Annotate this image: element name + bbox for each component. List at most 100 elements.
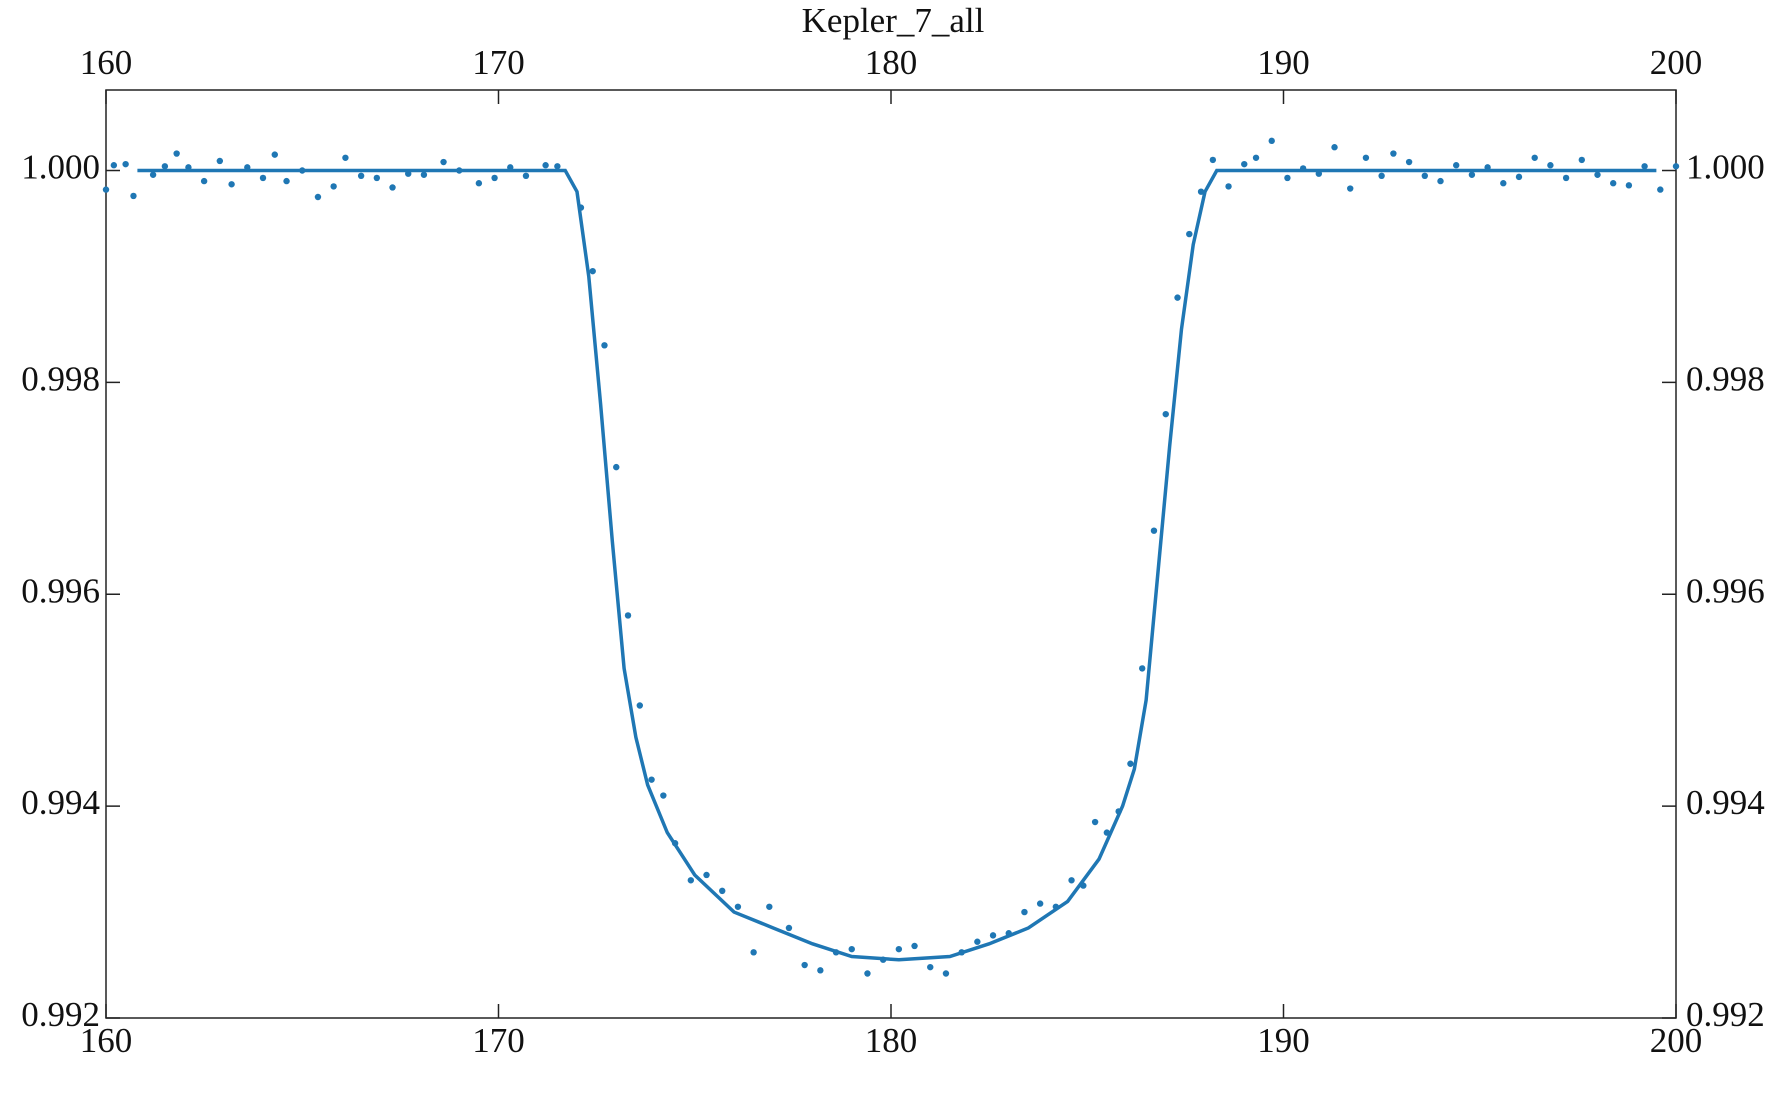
data-point: [703, 871, 710, 879]
data-point: [102, 186, 110, 193]
data-point: [1331, 144, 1338, 151]
data-point: [1468, 171, 1476, 178]
chart-title: Kepler_7_all: [802, 1, 985, 40]
data-point: [1127, 760, 1134, 767]
data-point: [1547, 162, 1554, 169]
data-point: [440, 158, 447, 166]
data-point: [636, 702, 643, 709]
data-point: [542, 162, 549, 169]
data-point: [200, 177, 208, 185]
data-point: [1625, 182, 1633, 189]
data-point: [1515, 173, 1523, 181]
y-tick-label: 0.992: [21, 995, 100, 1034]
data-point: [554, 163, 561, 170]
y-tick-label: 0.994: [21, 783, 100, 822]
data-point: [1405, 158, 1413, 166]
data-point: [1437, 177, 1444, 185]
data-point: [1453, 162, 1460, 169]
x-tick-label: 170: [472, 1021, 525, 1060]
data-point: [1390, 150, 1397, 157]
y-tick-label-right: 0.998: [1686, 359, 1765, 398]
x-tick-label-top: 190: [1257, 43, 1310, 82]
data-point: [1594, 171, 1601, 178]
data-point: [522, 172, 530, 180]
plot-frame: [105, 89, 1677, 1019]
data-point: [1197, 188, 1205, 195]
data-point: [974, 938, 981, 945]
data-point: [613, 463, 620, 471]
data-point: [1036, 900, 1044, 907]
data-point: [1021, 908, 1028, 916]
x-tick-label-top: 180: [865, 43, 918, 82]
data-point: [1610, 180, 1617, 187]
data-point: [314, 193, 322, 201]
data-point: [766, 903, 773, 910]
data-point: [942, 970, 950, 977]
data-point: [1641, 163, 1648, 170]
data-point: [848, 945, 855, 953]
y-tick-label-right: 0.992: [1686, 995, 1765, 1034]
data-point: [1068, 877, 1075, 884]
data-point: [1150, 527, 1158, 534]
x-tick-label-top: 160: [80, 43, 133, 82]
data-point: [750, 949, 757, 956]
data-point: [1362, 154, 1370, 161]
x-tick-label: 160: [80, 1021, 133, 1060]
model-line: [137, 168, 1657, 962]
data-point: [149, 171, 157, 178]
data-point: [1421, 172, 1429, 180]
data-point: [624, 612, 632, 619]
data-point: [271, 151, 278, 158]
data-point: [475, 180, 483, 187]
data-point: [1347, 185, 1354, 192]
data-point: [283, 177, 290, 185]
x-tick-label: 180: [865, 1021, 918, 1060]
data-point: [216, 157, 224, 165]
data-point: [1578, 156, 1586, 164]
data-point: [130, 192, 137, 200]
data-point: [1562, 174, 1570, 182]
data-point: [1252, 154, 1260, 161]
data-point: [173, 150, 180, 157]
data-point: [1531, 154, 1538, 161]
data-point: [1186, 230, 1193, 238]
data-point: [817, 967, 824, 974]
data-point: [927, 963, 934, 971]
data-point: [911, 942, 918, 950]
data-point: [420, 171, 428, 178]
data-point: [161, 163, 169, 170]
data-point: [1500, 180, 1507, 187]
data-point: [1091, 818, 1099, 826]
y-tick-label-right: 1.000: [1686, 148, 1765, 187]
data-point: [785, 924, 793, 932]
data-point: [1162, 410, 1169, 418]
data-point: [259, 174, 267, 182]
data-point: [648, 776, 655, 783]
data-point: [1139, 665, 1146, 672]
data-point: [589, 267, 596, 275]
y-tick-label: 0.996: [21, 571, 100, 610]
y-tick-label-right: 0.996: [1686, 571, 1765, 610]
data-point: [895, 945, 903, 953]
data-point: [1657, 186, 1664, 193]
y-tick-label: 1.000: [21, 148, 100, 187]
data-point: [1174, 294, 1181, 301]
data-point: [1241, 160, 1248, 168]
data-point: [719, 887, 726, 895]
data-point: [357, 172, 365, 180]
data-point: [1209, 156, 1217, 164]
data-point: [330, 183, 337, 190]
data-point: [801, 961, 808, 969]
data-point: [989, 932, 997, 939]
x-tick-label-top: 170: [472, 43, 525, 82]
data-point: [122, 160, 129, 168]
data-point: [1268, 137, 1275, 145]
data-point: [1225, 183, 1232, 190]
data-point: [687, 877, 695, 884]
data-point: [734, 903, 742, 910]
data-point: [389, 184, 396, 191]
x-tick-label-top: 200: [1650, 43, 1703, 82]
data-point: [228, 181, 235, 188]
data-point: [1284, 174, 1291, 182]
